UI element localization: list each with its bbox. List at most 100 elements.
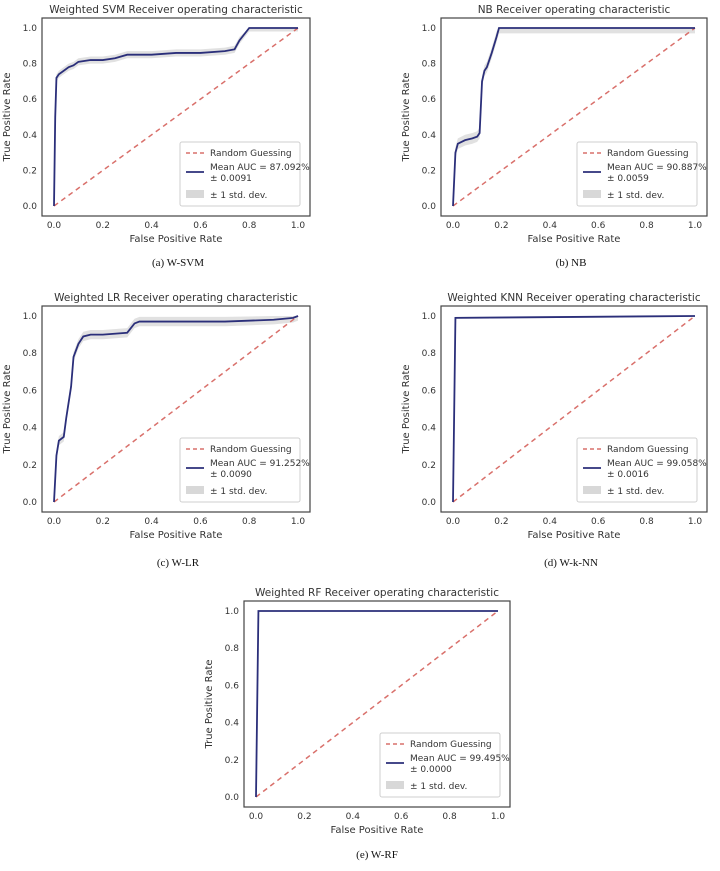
x-tick-label: 0.8	[442, 812, 457, 822]
x-tick-label: 0.4	[144, 221, 159, 231]
y-tick-label: 0.8	[422, 349, 437, 359]
y-tick-label: 0.0	[422, 498, 437, 508]
chart-title: Weighted KNN Receiver operating characte…	[447, 292, 700, 304]
random-guessing-line	[53, 315, 299, 503]
legend-std-swatch	[186, 486, 204, 494]
x-tick-label: 1.0	[688, 517, 703, 527]
x-tick-label: 0.2	[297, 812, 311, 822]
legend: Random Guessing Mean AUC = 90.887%± 0.005…	[576, 141, 707, 207]
legend: Random Guessing Mean AUC = 99.495%± 0.000…	[379, 732, 510, 798]
x-tick-label: 0.8	[639, 221, 654, 231]
mean-roc-curve	[53, 315, 299, 503]
mean-roc-curve	[255, 610, 498, 798]
mean-roc-curve	[452, 315, 696, 503]
legend: Random Guessing Mean AUC = 91.252%± 0.009…	[179, 437, 310, 503]
legend-std-label: ± 1 std. dev.	[607, 191, 664, 201]
x-axis-label: False Positive Rate	[130, 530, 223, 541]
chart-panel-a: Weighted SVM Receiver operating characte…	[2, 4, 311, 269]
x-tick-label: 0.2	[96, 517, 110, 527]
legend-std-swatch	[186, 190, 204, 198]
random-guessing-line	[452, 315, 696, 503]
legend-mean-label: Mean AUC = 91.252%	[210, 459, 310, 469]
y-tick-label: 0.4	[23, 131, 38, 141]
chart-panel-d: Weighted KNN Receiver operating characte…	[401, 292, 708, 569]
y-tick-label: 0.0	[225, 793, 240, 803]
chart-title: Weighted SVM Receiver operating characte…	[49, 4, 303, 16]
random-guessing-line	[255, 610, 499, 798]
y-tick-label: 0.6	[422, 95, 437, 105]
x-tick-label: 0.0	[249, 812, 264, 822]
y-axis-label: True Positive Rate	[401, 72, 412, 162]
chart-title: NB Receiver operating characteristic	[478, 4, 671, 16]
y-tick-label: 0.6	[225, 681, 240, 691]
y-tick-label: 0.8	[225, 644, 240, 654]
y-tick-label: 0.6	[23, 95, 38, 105]
y-tick-label: 0.8	[23, 349, 38, 359]
x-tick-label: 1.0	[291, 517, 306, 527]
mean-roc-curve	[53, 27, 298, 207]
x-tick-label: 0.6	[591, 517, 606, 527]
legend-mean-label: Mean AUC = 99.495%	[410, 754, 510, 764]
chart-panel-e: Weighted RF Receiver operating character…	[204, 587, 511, 861]
legend-mean-label: Mean AUC = 99.058%	[607, 459, 707, 469]
legend-mean-std: ± 0.0016	[607, 470, 649, 480]
y-tick-label: 0.6	[23, 386, 38, 396]
y-tick-label: 0.8	[422, 60, 437, 70]
legend-std-label: ± 1 std. dev.	[210, 487, 267, 497]
x-tick-label: 0.4	[144, 517, 159, 527]
figure-caption: (e) W-RF	[356, 849, 398, 861]
y-tick-label: 0.0	[23, 202, 38, 212]
x-tick-label: 0.6	[591, 221, 606, 231]
x-tick-label: 0.0	[446, 221, 461, 231]
legend-random-label: Random Guessing	[210, 149, 292, 159]
y-tick-label: 0.2	[422, 166, 436, 176]
legend-std-swatch	[583, 190, 601, 198]
y-tick-label: 1.0	[23, 312, 38, 322]
y-tick-label: 0.2	[23, 166, 37, 176]
x-tick-label: 0.0	[47, 517, 62, 527]
figure-caption: (d) W-k-NN	[544, 557, 598, 569]
legend-random-label: Random Guessing	[210, 445, 292, 455]
legend-random-label: Random Guessing	[607, 149, 689, 159]
y-axis-label: True Positive Rate	[2, 364, 13, 454]
x-tick-label: 1.0	[688, 221, 703, 231]
chart-panel-b: NB Receiver operating characteristic 0.0 0…	[401, 4, 708, 269]
x-tick-label: 0.8	[242, 221, 257, 231]
chart-panel-c: Weighted LR Receiver operating character…	[2, 292, 311, 569]
x-tick-label: 0.6	[193, 517, 208, 527]
legend-std-label: ± 1 std. dev.	[410, 782, 467, 792]
x-tick-label: 0.4	[543, 517, 558, 527]
mean-roc-curve	[452, 27, 695, 207]
chart-title: Weighted RF Receiver operating character…	[255, 587, 499, 599]
figure-caption: (a) W-SVM	[152, 257, 204, 269]
y-tick-label: 1.0	[422, 24, 437, 34]
y-axis-label: True Positive Rate	[401, 364, 412, 454]
x-tick-label: 0.2	[96, 221, 110, 231]
legend-mean-std: ± 0.0090	[210, 470, 252, 480]
legend-mean-std: ± 0.0091	[210, 174, 252, 184]
x-tick-label: 0.2	[494, 517, 508, 527]
y-tick-label: 0.4	[23, 424, 38, 434]
y-tick-label: 0.4	[422, 131, 437, 141]
legend: Random Guessing Mean AUC = 87.092%± 0.009…	[179, 141, 310, 207]
x-tick-label: 0.4	[543, 221, 558, 231]
y-tick-label: 0.4	[422, 424, 437, 434]
y-tick-label: 0.0	[422, 202, 437, 212]
x-tick-label: 0.4	[346, 812, 361, 822]
y-axis-label: True Positive Rate	[204, 659, 215, 749]
legend-mean-label: Mean AUC = 90.887%	[607, 163, 707, 173]
y-tick-label: 1.0	[225, 607, 240, 617]
legend-box	[576, 141, 698, 207]
x-tick-label: 0.6	[394, 812, 409, 822]
y-tick-label: 0.4	[225, 719, 240, 729]
y-tick-label: 0.6	[422, 386, 437, 396]
legend-std-swatch	[386, 781, 404, 789]
legend-random-label: Random Guessing	[607, 445, 689, 455]
x-axis-label: False Positive Rate	[528, 234, 621, 245]
legend-box	[576, 437, 698, 503]
legend-box	[379, 732, 501, 798]
y-tick-label: 0.2	[23, 461, 37, 471]
y-tick-label: 0.2	[225, 756, 239, 766]
legend-std-label: ± 1 std. dev.	[210, 191, 267, 201]
